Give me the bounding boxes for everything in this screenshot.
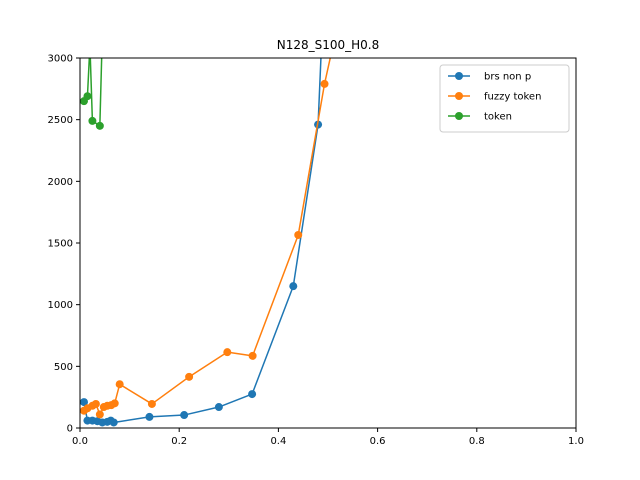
legend-label: token: [484, 112, 512, 123]
series-layer: [80, 58, 332, 427]
legend-label: fuzzy token: [484, 92, 541, 103]
data-point: [185, 372, 194, 381]
data-point: [110, 399, 119, 408]
x-tick-label: 0.2: [171, 436, 187, 447]
data-point: [80, 398, 88, 407]
data-point: [320, 79, 329, 88]
data-point: [95, 121, 104, 130]
y-tick-label: 1500: [48, 239, 73, 250]
x-tick-label: 0.0: [72, 436, 88, 447]
x-tick-label: 0.4: [270, 436, 286, 447]
data-point: [248, 351, 257, 360]
legend-box: [439, 64, 570, 133]
data-point: [95, 410, 104, 419]
x-tick-label: 0.6: [370, 436, 386, 447]
data-point: [294, 230, 303, 239]
data-point: [145, 412, 154, 421]
legend-marker: [455, 72, 463, 80]
data-point: [88, 116, 97, 125]
y-tick-label: 2500: [48, 115, 73, 126]
axes: 0.0 0.2 0.4 0.6 0.8 1.0 0 500 1000 1500 2000 2500 30…: [48, 54, 584, 448]
x-tick-label: 1.0: [568, 436, 584, 447]
legend: brs non p fuzzy token token: [439, 64, 570, 133]
chart-title: N128_S100_H0.8: [277, 38, 380, 52]
data-point: [147, 399, 156, 408]
data-point: [180, 411, 189, 420]
data-point: [83, 92, 92, 101]
y-tick-label: 500: [54, 362, 73, 373]
legend-marker: [455, 112, 463, 120]
x-tick-label: 0.8: [469, 436, 485, 447]
data-point: [91, 399, 100, 408]
y-tick-label: 0: [67, 424, 73, 435]
y-tick-label: 1000: [48, 300, 73, 311]
data-point: [115, 380, 124, 389]
data-point: [109, 418, 118, 427]
y-tick-label: 3000: [48, 54, 73, 65]
data-point: [248, 390, 257, 399]
y-tick-label: 2000: [48, 177, 73, 188]
legend-marker: [455, 92, 463, 100]
legend-label: brs non p: [484, 72, 531, 83]
data-point: [223, 348, 232, 357]
data-point: [214, 403, 223, 412]
data-point: [289, 282, 298, 291]
